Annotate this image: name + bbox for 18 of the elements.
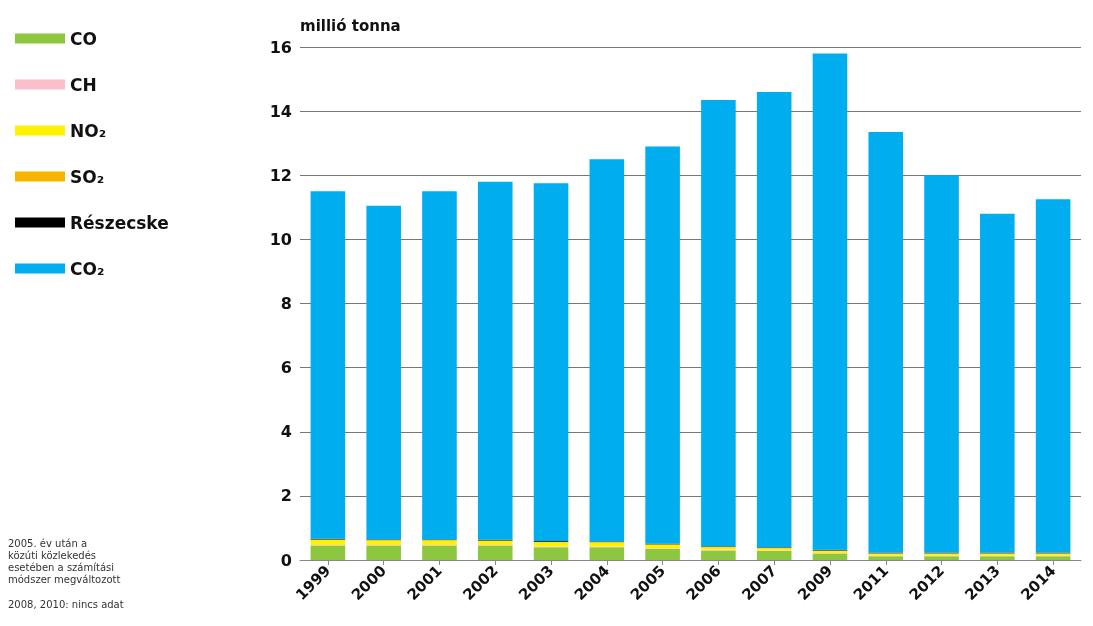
legend-label: CO₂ xyxy=(70,258,105,279)
y-tick-label: 8 xyxy=(280,294,292,313)
y-axis-title: millió tonna xyxy=(300,16,401,35)
legend-label: SO₂ xyxy=(70,166,105,187)
y-tick-label: 12 xyxy=(269,165,292,185)
y-tick-label: 0 xyxy=(280,550,292,570)
y-tick-label: 16 xyxy=(269,37,292,57)
y-tick-label: 14 xyxy=(269,101,292,121)
y-tick-label: 2 xyxy=(280,486,292,506)
y-tick-label: 4 xyxy=(280,422,292,442)
text: 2005. év után a közúti közlekedés esetében a számítási módszer megváltozott xyxy=(8,537,121,585)
legend-label: NO₂ xyxy=(70,120,107,141)
legend-label: CH xyxy=(70,74,97,95)
y-tick-label: 6 xyxy=(280,358,292,378)
y-tick-label: 10 xyxy=(269,229,292,249)
text: 2008, 2010: nincs adat xyxy=(8,598,124,610)
legend-label: Részecske xyxy=(70,212,169,233)
legend-label: CO xyxy=(70,28,97,49)
